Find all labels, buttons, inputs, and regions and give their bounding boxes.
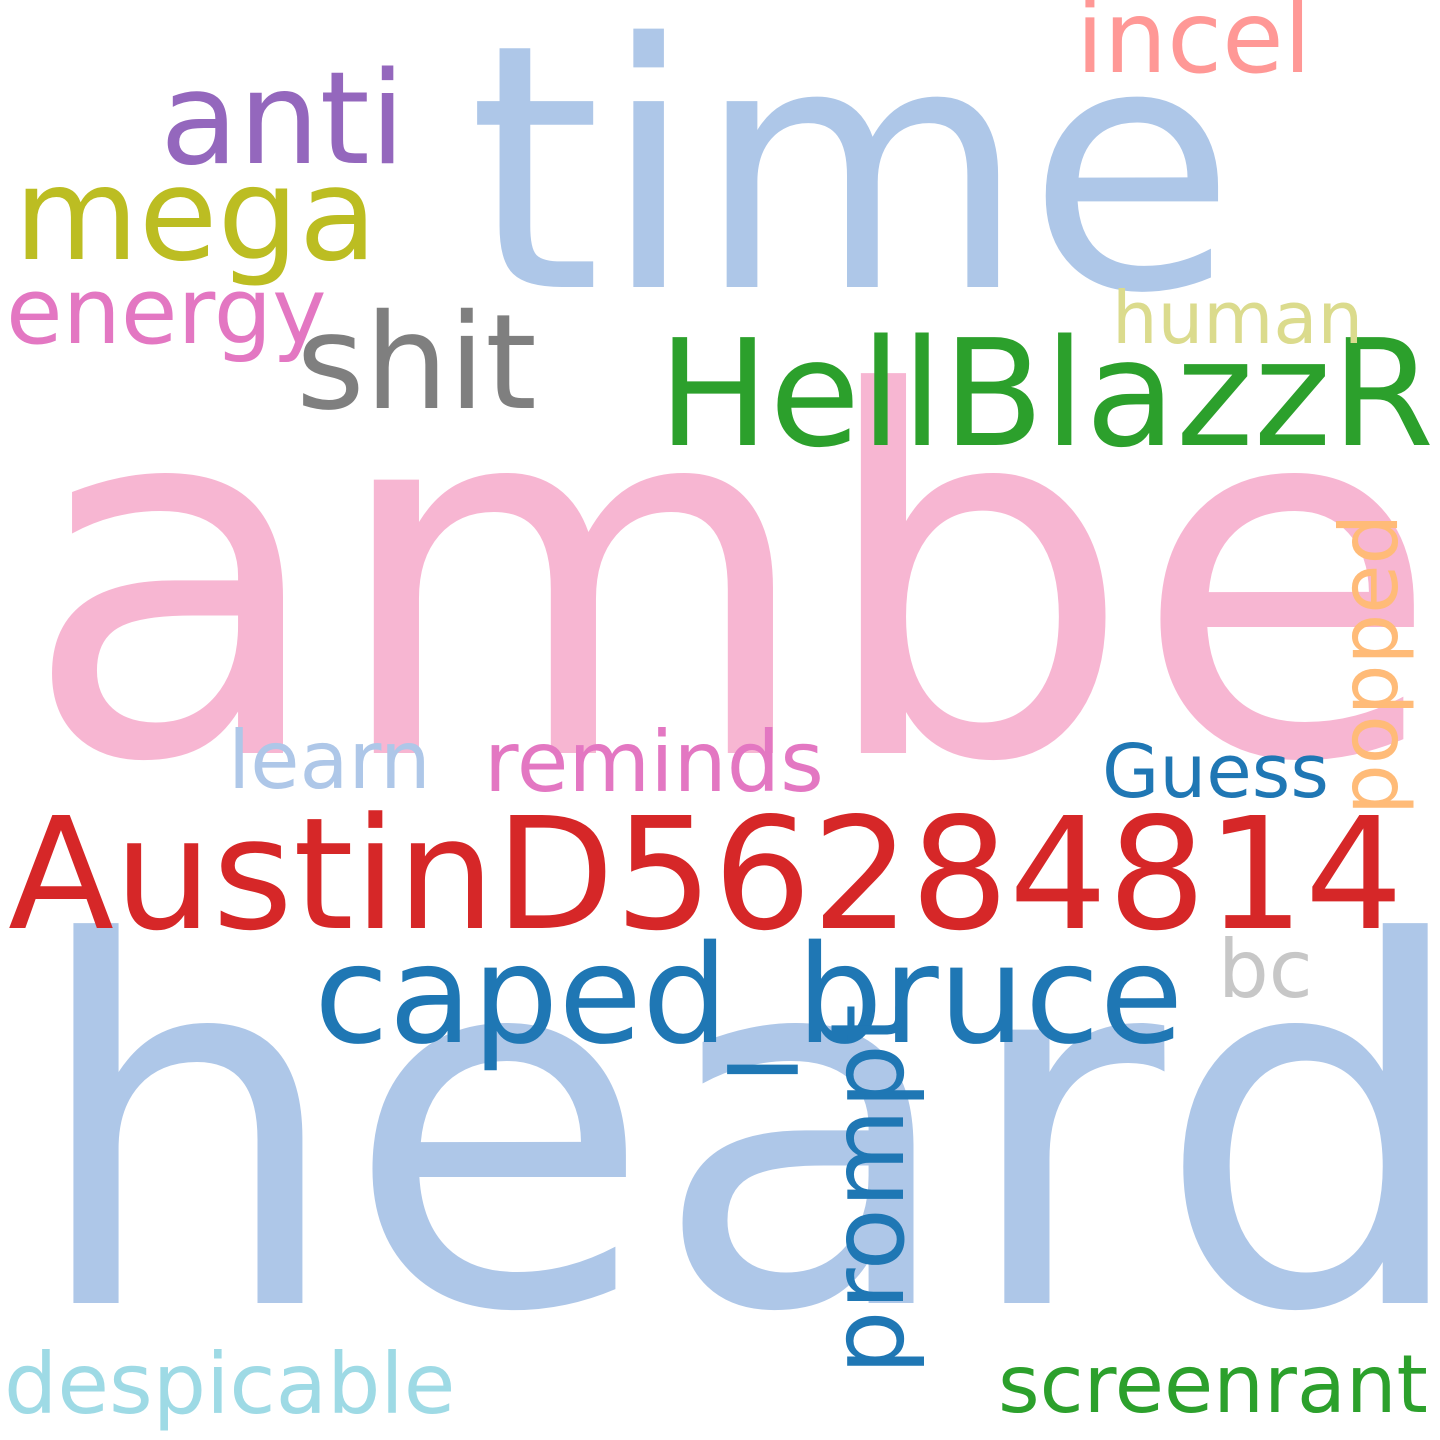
word-prompt: prompt <box>809 1004 928 1375</box>
word-despicable: despicable <box>4 1335 456 1433</box>
word-human: human <box>1112 276 1364 360</box>
word-bc: bc <box>1218 923 1313 1016</box>
word-time: time <box>468 0 1237 368</box>
word-screenrant: screenrant <box>998 1338 1428 1431</box>
word-amber: amber <box>22 289 1440 871</box>
word-learn: learn <box>228 714 431 807</box>
word-mega: mega <box>14 141 378 290</box>
word-guess: Guess <box>1102 729 1329 815</box>
word-energy: energy <box>6 258 327 365</box>
word-popped: popped <box>1323 513 1416 815</box>
word-incel: incel <box>1076 0 1312 96</box>
word-anti: anti <box>160 45 406 194</box>
word-shit: shit <box>296 286 537 440</box>
word-austind56284814: AustinD56284814 <box>8 784 1404 965</box>
word-hellblazzr: HellBlazzR <box>658 308 1435 480</box>
word-reminds: reminds <box>484 713 824 811</box>
word-caped-bruce: caped_bruce <box>314 917 1184 1075</box>
word-heard: heard <box>28 839 1440 1421</box>
